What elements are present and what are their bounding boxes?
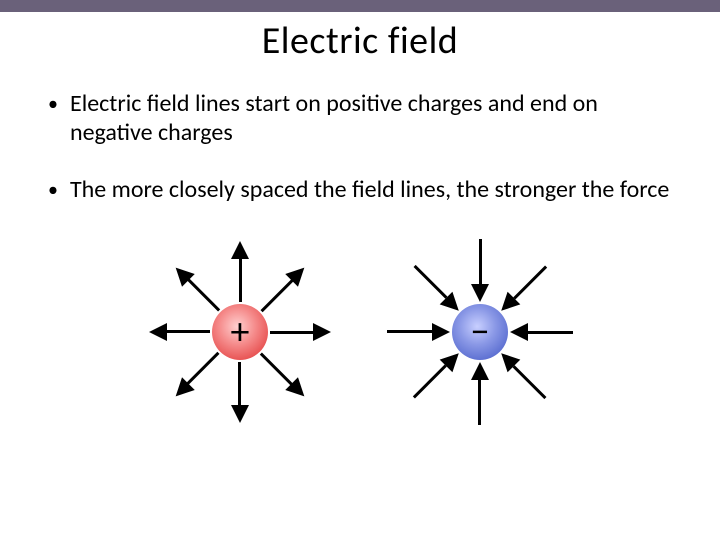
bullet-dot: •	[48, 176, 58, 204]
bullet-list: • Electric field lines start on positive…	[0, 90, 720, 204]
bullet-dot: •	[48, 90, 58, 118]
diagram-container: + −	[0, 232, 720, 432]
slide-title: Electric field	[0, 18, 720, 64]
bullet-text: The more closely spaced the field lines,…	[70, 176, 669, 205]
negative-charge-circle: −	[452, 304, 508, 360]
negative-charge-diagram: −	[380, 232, 580, 432]
positive-charge-diagram: +	[140, 232, 340, 432]
bullet-item: • The more closely spaced the field line…	[48, 176, 680, 205]
bullet-text: Electric field lines start on positive c…	[70, 90, 680, 148]
positive-symbol: +	[231, 309, 250, 355]
bullet-item: • Electric field lines start on positive…	[48, 90, 680, 148]
header-bar	[0, 0, 720, 12]
negative-symbol: −	[471, 309, 490, 355]
positive-charge-circle: +	[212, 304, 268, 360]
